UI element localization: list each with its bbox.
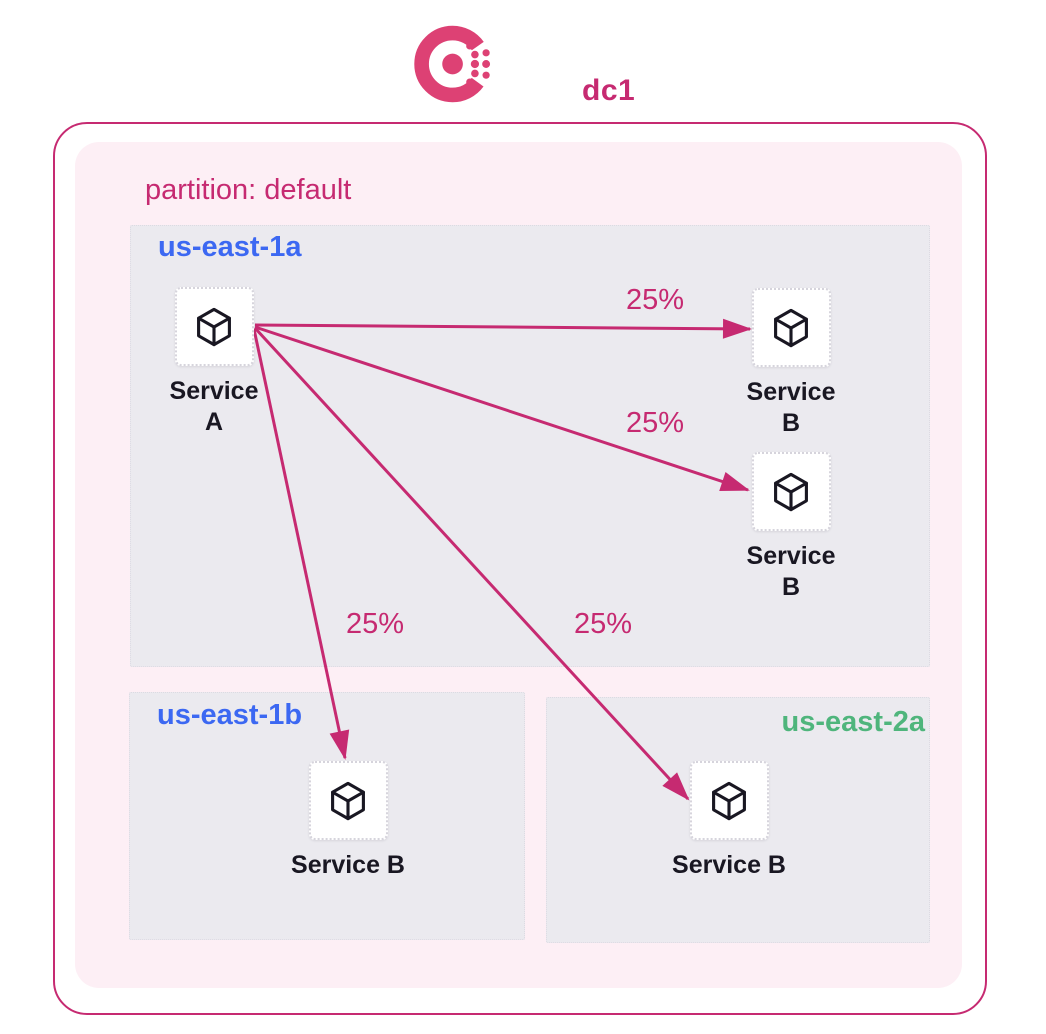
cube-icon [774, 308, 808, 347]
node-service-a: Service A [134, 287, 294, 437]
node-service-b-1: Service B [711, 288, 871, 438]
service-label: Service B [746, 378, 836, 437]
service-label: Service A [169, 377, 259, 436]
datacenter-label: dc1 [582, 74, 636, 107]
cube-icon [197, 307, 231, 346]
zone-label-us-east-1a: us-east-1a [158, 231, 302, 263]
service-label: Service B [672, 851, 786, 879]
service-box [308, 761, 388, 840]
traffic-percent-label: 25% [626, 284, 685, 316]
traffic-percent-label: 25% [626, 407, 685, 439]
traffic-percent-label: 25% [346, 608, 405, 640]
traffic-percent-label: 25% [574, 608, 633, 640]
partition-label: partition: default [145, 174, 352, 206]
service-box [689, 761, 769, 840]
cube-icon [712, 781, 746, 820]
service-label: Service B [746, 542, 836, 601]
cube-icon [774, 472, 808, 511]
service-label: Service B [291, 851, 405, 879]
cube-icon [331, 781, 365, 820]
zone-label-us-east-1b: us-east-1b [157, 699, 303, 731]
node-service-b-3: Service B [268, 761, 428, 881]
service-box [174, 287, 254, 366]
zone-label-us-east-2a: us-east-2a [781, 706, 925, 738]
service-box [751, 288, 831, 367]
consul-logo-icon [414, 25, 491, 103]
node-service-b-4: Service B [649, 761, 809, 881]
service-box [751, 452, 831, 531]
node-service-b-2: Service B [711, 452, 871, 602]
